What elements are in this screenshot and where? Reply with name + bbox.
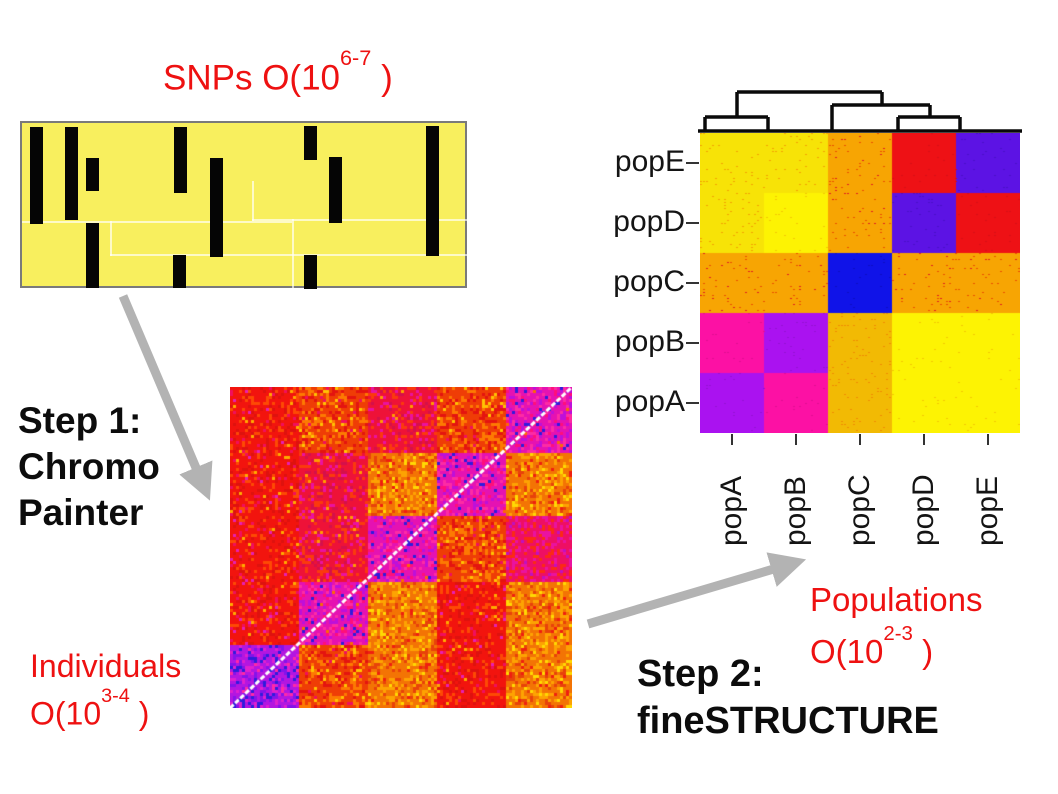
pop-row-label-popD: popD <box>613 205 685 238</box>
individuals-line1: Individuals <box>30 648 182 684</box>
snps-label-exponent: 6-7 <box>340 45 372 71</box>
haplotype-segment-line <box>252 219 469 221</box>
pop-row-label-popC: popC <box>613 265 685 298</box>
individuals-label: Individuals O(103-4 ) <box>30 646 181 735</box>
arrow-step2 <box>586 552 807 629</box>
step1-line1: Step 1: <box>18 400 142 441</box>
haplotype-segment-line <box>22 318 322 320</box>
haplotype-segment-line <box>152 360 352 362</box>
haplotype-segment-line <box>292 219 294 320</box>
snps-label-text: SNPs O(10 <box>163 58 340 98</box>
haplotype-segment-line <box>110 254 469 256</box>
snp-bar <box>30 127 43 224</box>
step2-label: Step 2: fineSTRUCTURE <box>637 651 939 745</box>
individuals-line2: O(103-4 ) <box>30 685 150 732</box>
snp-bar <box>86 223 99 288</box>
haplotype-segment-line <box>352 318 354 362</box>
haplotype-segment-line <box>152 318 154 362</box>
step1-line3: Painter <box>18 492 144 533</box>
snp-bar <box>86 158 99 191</box>
snp-bar <box>174 127 187 193</box>
populations-line1: Populations <box>810 581 983 618</box>
arrow-step1 <box>118 294 213 501</box>
haplotype-segment-line <box>110 221 112 256</box>
snp-bar <box>173 255 186 288</box>
population-heatmap-canvas <box>700 133 1020 433</box>
coancestry-heatmap-canvas <box>230 387 572 708</box>
snp-bar <box>329 157 342 223</box>
snp-bar <box>210 158 223 257</box>
snp-haplotype-figure <box>20 121 469 362</box>
snp-bar <box>304 126 317 160</box>
step1-label: Step 1: Chromo Painter <box>18 398 160 536</box>
snp-bar <box>304 255 317 289</box>
snp-bar <box>65 127 78 220</box>
haplotype-segment-line <box>22 221 292 223</box>
step1-line2: Chromo <box>18 446 160 487</box>
populations-line2: O(102-3 ) <box>810 621 934 670</box>
step2-line1: Step 2: <box>637 653 764 695</box>
individuals-exponent: 3-4 <box>101 685 130 708</box>
snps-label: SNPs O(106-7 ) <box>163 45 393 99</box>
haplotype-segment-line <box>352 318 469 320</box>
pop-row-label-popA: popA <box>614 385 685 418</box>
pop-row-label-popB: popB <box>614 325 685 358</box>
pop-row-label-popE: popE <box>614 145 685 178</box>
populations-label: Populations O(102-3 ) <box>810 577 982 674</box>
step2-line2: fineSTRUCTURE <box>637 700 939 742</box>
haplotype-segment-line <box>252 181 254 221</box>
populations-exponent: 2-3 <box>883 621 913 645</box>
snps-label-paren: ) <box>371 58 393 98</box>
snp-bar <box>426 126 439 256</box>
